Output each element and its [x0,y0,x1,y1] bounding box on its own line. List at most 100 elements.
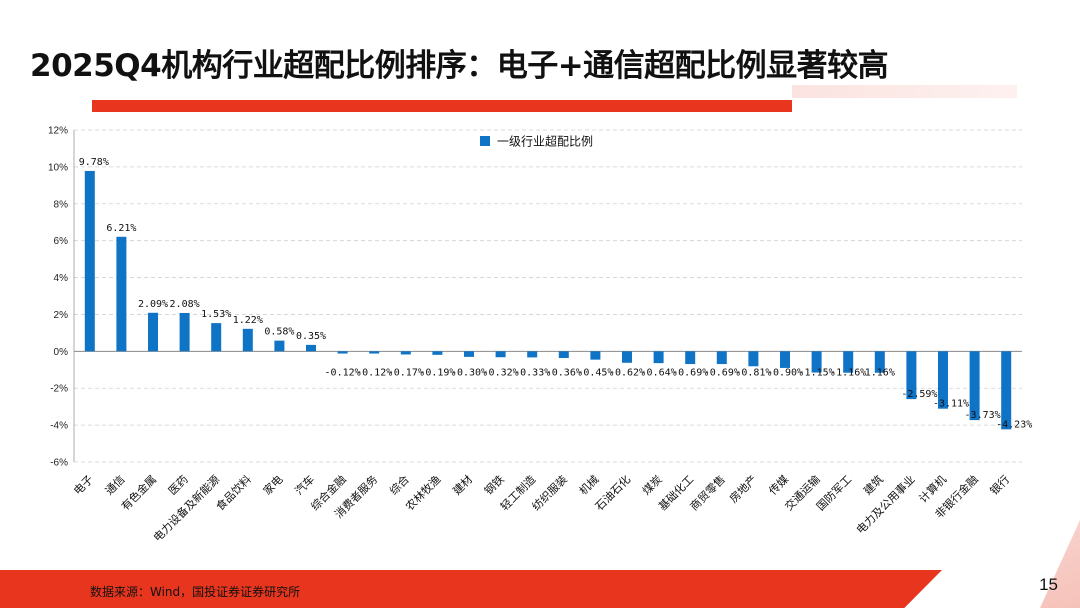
data-label-4: 1.53% [201,309,231,320]
x-category-label-25: 建筑 [860,472,885,497]
footer-bar [0,570,1080,608]
bar-23 [811,351,822,373]
data-label-22: -0.90% [767,367,803,378]
data-label-0: 9.78% [79,157,109,168]
bar-3 [179,312,190,352]
data-label-9: -0.12% [356,367,392,378]
x-category-label-13: 钢铁 [482,473,507,498]
bar-11 [432,351,443,355]
bar-21 [748,351,759,367]
x-category-label-16: 机械 [576,472,601,497]
data-label-10: -0.17% [388,367,424,378]
data-label-21: -0.81% [735,367,771,378]
chart-legend: 一级行业超配比例 [480,134,593,149]
bar-16 [590,351,601,360]
x-category-label-20: 商贸零售 [687,472,728,513]
data-label-11: -0.19% [419,367,455,378]
x-category-label-2: 有色金属 [118,472,159,513]
x-category-label-10: 综合 [386,472,411,497]
bar-27 [938,351,948,409]
x-category-label-5: 食品饮料 [213,472,254,513]
x-category-label-6: 家电 [260,472,285,497]
data-label-6: 0.58% [264,327,294,338]
x-category-label-12: 建材 [450,472,475,497]
x-category-label-17: 石油石化 [592,472,633,513]
page-title: 2025Q4机构行业超配比例排序：电子+通信超配比例显著较高 [30,48,889,84]
legend-swatch [480,136,490,146]
data-label-20: -0.69% [704,367,740,378]
bar-14 [527,351,538,358]
bar-28 [969,351,980,421]
chart-gridlines [73,129,1022,463]
data-label-19: -0.69% [672,367,708,378]
bar-20 [716,351,727,365]
x-category-label-15: 纺织服装 [529,472,570,513]
bar-2 [148,312,158,352]
data-label-23: -1.15% [799,367,835,378]
data-label-5: 1.22% [233,315,263,326]
data-label-24: -1.16% [830,367,866,378]
bar-25 [874,351,885,373]
page-number: 15 [1039,575,1058,594]
data-label-8: -0.12% [325,367,361,378]
x-category-label-22: 传媒 [766,473,791,498]
x-category-label-26: 电力及公用事业 [854,473,918,537]
data-label-18: -0.64% [641,367,677,378]
x-category-label-24: 国防军工 [813,472,854,513]
bar-17 [622,351,632,363]
data-label-25: 1.16% [865,367,895,378]
chart-bars [84,170,1012,430]
bar-7 [306,344,316,352]
bar-1 [116,236,127,352]
bar-22 [780,351,790,368]
x-category-label-0: 电子 [71,473,96,498]
bar-8 [337,351,348,354]
bar-26 [906,351,917,400]
bar-18 [653,351,664,364]
y-tick-label: 0% [54,347,69,358]
y-tick-label: -4% [50,421,68,432]
bar-24 [843,351,854,373]
y-tick-label: 8% [54,199,69,210]
bar-0 [84,170,95,352]
x-category-label-18: 煤炭 [640,473,665,498]
x-category-label-1: 通信 [103,473,128,498]
chart-data-labels: 9.78% 6.21% 2.09% 2.08%1.53%1.22%0.58% 0.35%… [79,157,1033,430]
y-tick-label: 2% [54,310,69,321]
bar-6 [274,340,285,352]
data-label-17: -0.62% [609,367,645,378]
legend-label: 一级行业超配比例 [497,134,593,149]
x-category-label-3: 医药 [166,473,191,498]
bar-5 [242,328,253,352]
y-tick-label: 4% [54,273,69,284]
bar-10 [400,351,411,355]
data-label-12: -0.30% [451,367,487,378]
data-label-7: 0.35% [296,331,326,342]
data-label-1: 6.21% [106,223,136,234]
bar-29 [1001,351,1012,430]
data-label-29: -4.23% [996,419,1032,430]
data-label-26: -2.59% [901,389,937,400]
y-tick-label: -2% [50,384,68,395]
data-label-16: -0.45% [577,367,613,378]
x-category-label-29: 银行 [987,472,1012,497]
footer-red-band [0,570,942,608]
y-tick-label: 12% [48,126,68,137]
data-label-14: -0.33% [514,367,550,378]
y-axis-ticks: -6% -4% -2% 0% 2% 4% 6% 8% 10% 12% [48,126,68,469]
bar-19 [685,351,696,365]
bar-15 [558,351,569,358]
data-label-3: 2.08% [170,299,200,310]
overweight-ratio-bar-chart: -6% -4% -2% 0% 2% 4% 6% 8% 10% 12% 9.78% 6.21% 2.09… [48,126,1033,545]
bar-4 [211,323,222,352]
x-category-label-21: 房地产 [726,472,759,505]
data-label-2: 2.09% [138,299,168,310]
y-tick-label: 6% [54,236,69,247]
data-label-13: -0.32% [483,367,519,378]
bar-12 [464,351,474,357]
data-source-note: 数据来源：Wind，国投证券证券研究所 [90,585,301,599]
data-label-27: -3.11% [933,399,969,410]
x-category-label-11: 农林牧渔 [403,472,444,513]
bar-13 [495,351,506,358]
